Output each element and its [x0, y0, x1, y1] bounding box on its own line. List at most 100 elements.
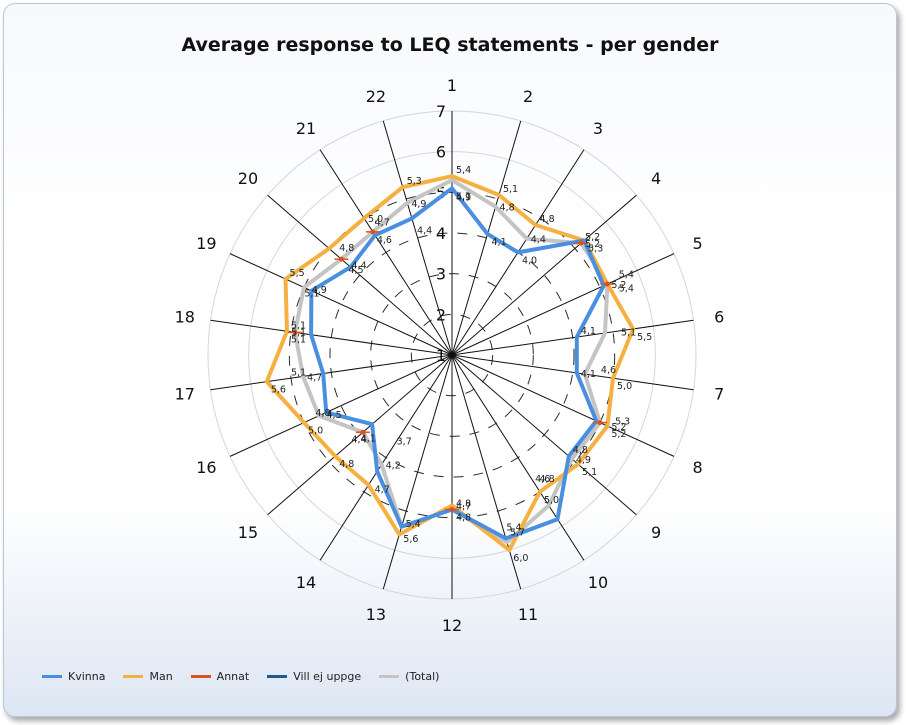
data-label: 5,4	[456, 165, 471, 176]
data-label: 4,1	[581, 369, 596, 380]
legend-item-annat[interactable]: Annat	[190, 670, 250, 683]
legend-item-vill-ej-uppge[interactable]: Vill ej uppge	[267, 670, 361, 683]
data-label: 4,5	[327, 410, 342, 421]
legend-swatch-annat	[190, 675, 211, 678]
category-label-22: 22	[366, 87, 386, 106]
data-label: 5,4	[406, 519, 421, 530]
annat-marker-dot	[604, 281, 610, 287]
data-label: 5,0	[308, 426, 323, 437]
data-label: 5,0	[544, 495, 559, 506]
annat-marker-dot	[449, 507, 455, 513]
radial-tick-label: 4	[436, 224, 446, 243]
data-label: 4,8	[540, 474, 555, 485]
category-label-10: 10	[588, 573, 608, 592]
data-label: 4,2	[386, 460, 401, 471]
data-label: 5,0	[368, 214, 383, 225]
legend-item-total[interactable]: (Total)	[379, 670, 439, 683]
data-label: 4,0	[522, 255, 537, 266]
annat-marker-dot	[360, 429, 366, 435]
data-label: 4,9	[456, 192, 471, 203]
data-label: 6,0	[513, 553, 528, 564]
data-label: 4,6	[535, 474, 550, 485]
data-label: 5,2	[585, 232, 600, 243]
spoke-21	[319, 149, 453, 356]
data-label: 5,1	[291, 334, 306, 345]
category-label-6: 6	[714, 308, 724, 327]
spoke-8	[451, 354, 675, 457]
data-label: 5,1	[291, 320, 306, 331]
radial-tick-label: 1	[436, 346, 446, 365]
data-label: 4,8	[315, 408, 330, 419]
legend-swatch-kvinna	[42, 675, 62, 678]
spoke-7	[451, 354, 694, 391]
data-label: 4,8	[500, 203, 515, 214]
data-label: 4,7	[375, 217, 390, 228]
radial-tick-label: 6	[436, 143, 446, 162]
data-label: 4,4	[352, 435, 367, 446]
data-label: 5,1	[304, 289, 319, 300]
data-label: 5,7	[510, 527, 525, 538]
data-label: 4,4	[417, 225, 432, 236]
spoke-2	[451, 120, 522, 356]
data-label: 4,9	[312, 285, 327, 296]
data-label: 5,1	[291, 368, 306, 379]
category-label-8: 8	[693, 458, 703, 477]
category-label-14: 14	[296, 573, 316, 592]
data-label: 4,8	[456, 513, 471, 524]
data-label: 5,1	[621, 327, 636, 338]
spoke-14	[319, 354, 453, 561]
category-label-13: 13	[366, 605, 386, 624]
data-label: 5,4	[619, 270, 634, 281]
category-label-3: 3	[593, 119, 603, 138]
legend-label-man: Man	[149, 670, 173, 683]
category-label-4: 4	[651, 169, 661, 188]
legend-label-annat: Annat	[216, 670, 250, 683]
category-label-11: 11	[518, 605, 538, 624]
spoke-13	[382, 354, 453, 590]
legend-swatch-vill-ej-uppge	[267, 675, 288, 678]
data-label: 4,6	[601, 365, 616, 376]
chart-panel: Average response to LEQ statements - per…	[3, 3, 897, 717]
annat-marker-dot	[338, 256, 344, 262]
spoke-20	[267, 194, 453, 356]
data-label: 5,3	[615, 417, 630, 428]
legend-item-kvinna[interactable]: Kvinna	[42, 670, 105, 683]
spoke-22	[382, 120, 453, 356]
data-label: 4,7	[375, 485, 390, 496]
data-label: 4,4	[531, 235, 546, 246]
grid-ring-4	[329, 232, 575, 478]
legend-swatch-man	[123, 675, 144, 678]
chart-title: Average response to LEQ statements - per…	[181, 34, 719, 56]
spoke-10	[451, 354, 585, 561]
category-label-17: 17	[175, 384, 195, 403]
radial-tick-label: 3	[436, 265, 446, 284]
radial-tick-label: 7	[436, 102, 446, 121]
annat-marker-dot	[597, 420, 603, 426]
spoke-6	[451, 319, 694, 356]
legend-item-man[interactable]: Man	[123, 670, 173, 683]
category-label-9: 9	[651, 523, 661, 542]
annat-marker-dot	[370, 229, 376, 235]
spoke-16	[229, 354, 453, 457]
legend-label-vill-ej-uppge: Vill ej uppge	[293, 670, 362, 683]
radial-tick-label: 5	[436, 183, 446, 202]
data-label: 4,1	[581, 326, 596, 337]
data-label: 5,3	[407, 176, 422, 187]
category-label-5: 5	[693, 234, 703, 253]
data-label: 4,8	[339, 459, 354, 470]
data-label: 4,5	[348, 265, 363, 276]
data-label: 5,6	[271, 385, 286, 396]
series-line-man	[264, 174, 636, 553]
category-label-15: 15	[238, 523, 258, 542]
data-label: 4,8	[339, 243, 354, 254]
spoke-19	[229, 253, 453, 356]
spoke-18	[210, 319, 453, 356]
category-label-7: 7	[714, 384, 724, 403]
spoke-17	[210, 354, 453, 391]
data-label: 5,1	[291, 327, 306, 338]
data-label: 5,3	[588, 243, 603, 254]
data-label: 4,4	[352, 260, 367, 271]
data-label: 4,7	[307, 372, 322, 383]
data-label: 5,6	[403, 534, 418, 545]
